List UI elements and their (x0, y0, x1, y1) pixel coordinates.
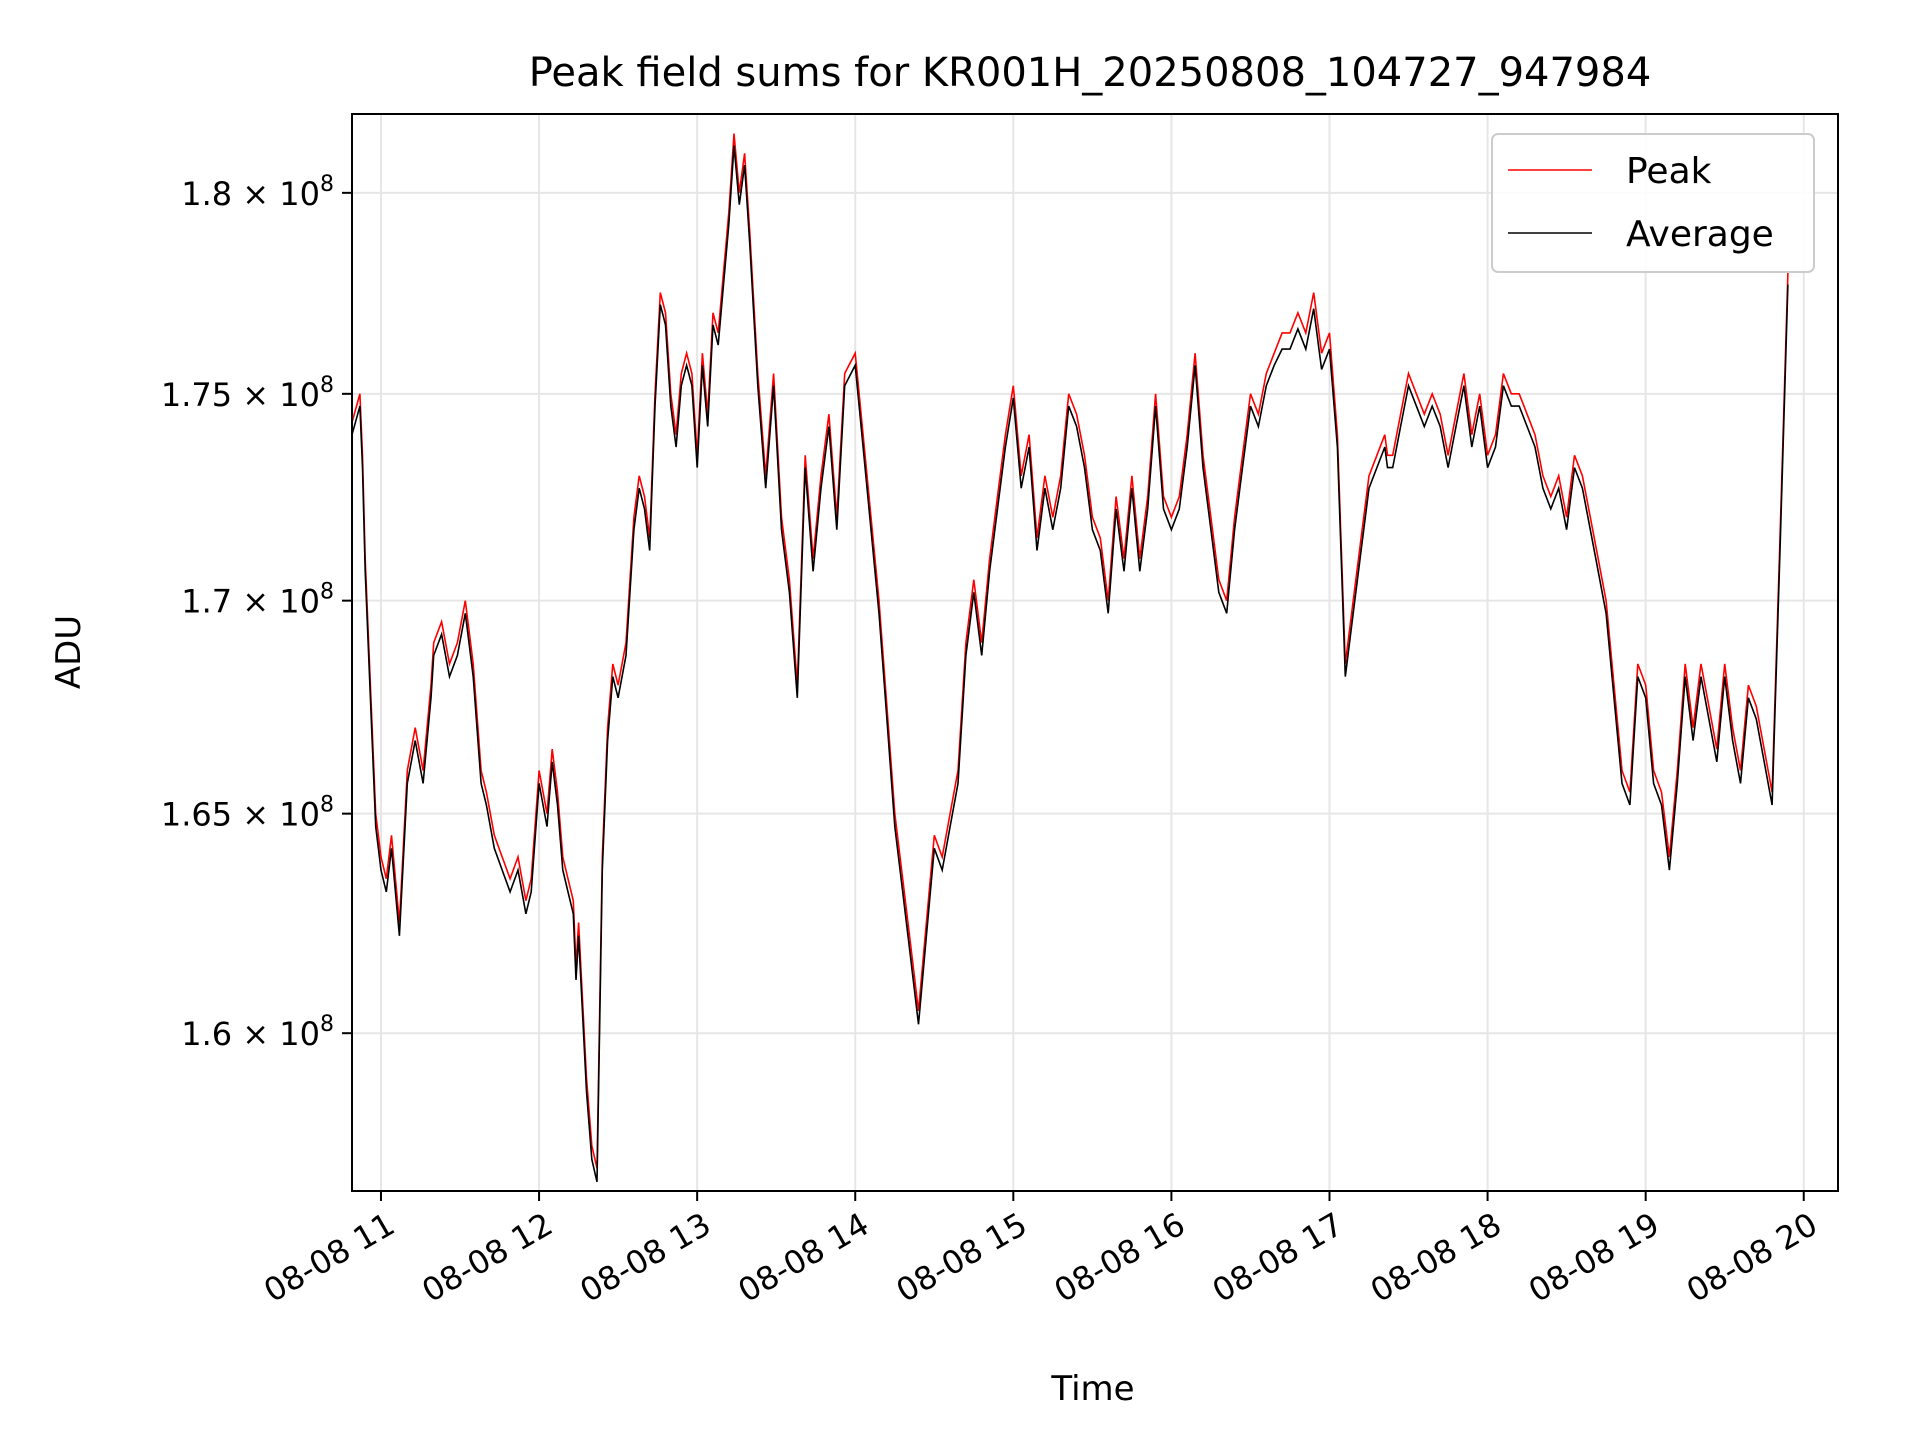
y-tick-mantissa: 1.8 × 10 (181, 175, 320, 213)
series-line-average (352, 145, 1789, 1183)
y-tick-mantissa: 1.75 × 10 (161, 376, 320, 414)
y-tick-exponent: 8 (320, 580, 334, 605)
legend-box (1491, 133, 1815, 273)
y-tick-mantissa: 1.6 × 10 (181, 1015, 320, 1053)
legend-label-peak: Peak (1626, 151, 1712, 192)
y-tick-label: 1.75 × 108 (161, 373, 334, 414)
y-tick-exponent: 8 (320, 1012, 334, 1037)
plot-frame (351, 113, 1839, 1192)
y-tick-label: 1.7 × 108 (181, 580, 334, 621)
y-tick-label: 1.8 × 108 (181, 172, 334, 213)
y-tick-exponent: 8 (320, 373, 334, 398)
grid (352, 114, 1838, 1191)
y-tick-label: 1.65 × 108 (161, 793, 334, 834)
y-tick-mantissa: 1.7 × 10 (181, 583, 320, 621)
y-tick-mantissa: 1.65 × 10 (161, 796, 320, 834)
x-axis-label: Time (1050, 1369, 1134, 1409)
series-line-peak (352, 133, 1789, 1169)
y-axis-label: ADU (49, 615, 89, 689)
y-tick-exponent: 8 (320, 793, 334, 818)
chart-title: Peak field sums for KR001H_20250808_1047… (529, 50, 1652, 96)
y-tick-exponent: 8 (320, 172, 334, 197)
legend-label-average: Average (1626, 214, 1774, 255)
y-tick-label: 1.6 × 108 (181, 1012, 334, 1053)
legend: Peak Average (1491, 133, 1815, 273)
